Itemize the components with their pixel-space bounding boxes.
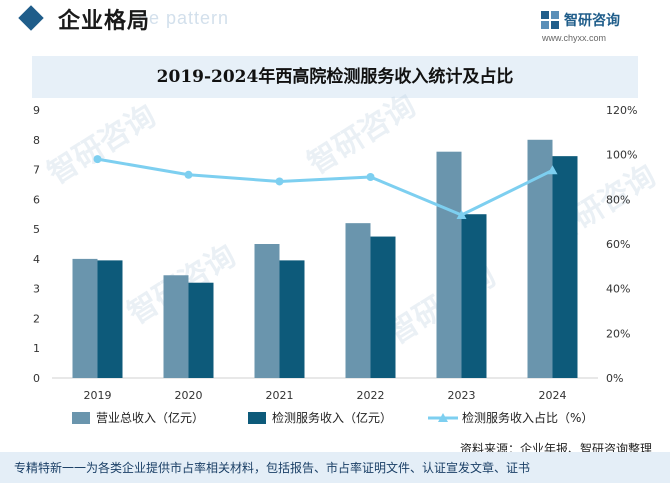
chart-title: 2019-2024年西高院检测服务收入统计及占比 xyxy=(156,67,514,87)
line-testing-share xyxy=(97,157,554,217)
line-point-marker xyxy=(184,170,193,179)
footer-band: 专精特新一一为各类企业提供市占率相关材料，包括报告、市占率证明文件、认证宣发文章… xyxy=(0,452,670,483)
y-left-tick-label: 0 xyxy=(33,372,40,385)
y-left-tick-label: 7 xyxy=(33,164,40,177)
header-background-text: ne pattern xyxy=(138,8,230,28)
y-left-tick-label: 1 xyxy=(33,342,40,355)
y-right-tick-label: 100% xyxy=(606,149,637,162)
legend-label-testing-revenue: 检测服务收入（亿元） xyxy=(272,410,392,425)
bar-testing-revenue xyxy=(552,156,578,378)
bar-total-revenue xyxy=(345,223,371,378)
y-left-tick-label: 6 xyxy=(33,193,40,206)
legend-swatch-total-revenue xyxy=(72,412,90,424)
y-left-tick-label: 5 xyxy=(33,223,40,236)
bar-total-revenue xyxy=(254,244,280,378)
brand-url: www.chyxx.com xyxy=(542,33,607,43)
legend-label-total-revenue: 营业总收入（亿元） xyxy=(96,410,204,425)
y-right-tick-label: 40% xyxy=(606,283,630,296)
line-point-marker xyxy=(456,209,467,219)
y-right-tick-label: 80% xyxy=(606,193,630,206)
legend-label-testing-share: 检测服务收入占比（%） xyxy=(462,410,593,425)
y-left-tick-label: 3 xyxy=(33,283,40,296)
x-tick-label: 2023 xyxy=(448,389,476,402)
x-tick-label: 2021 xyxy=(266,389,294,402)
line-point-marker xyxy=(93,155,102,164)
line-point-marker xyxy=(275,177,284,186)
bar-total-revenue xyxy=(72,258,98,378)
bar-testing-revenue xyxy=(370,236,396,378)
y-right-tick-label: 60% xyxy=(606,238,630,251)
page-header: ne pattern 企业格局 智研咨询 www.chyxx.com xyxy=(0,0,670,50)
bar-testing-revenue xyxy=(97,260,123,378)
y-right-tick-label: 0% xyxy=(606,372,623,385)
bar-total-revenue xyxy=(436,151,462,378)
y-right-tick-label: 20% xyxy=(606,327,630,340)
y-left-tick-label: 4 xyxy=(33,253,40,266)
legend-marker-testing-share xyxy=(438,413,448,422)
brand-name: 智研咨询 xyxy=(564,13,620,29)
line-point-marker xyxy=(366,173,375,181)
chart-title-band: 2019-2024年西高院检测服务收入统计及占比 xyxy=(32,56,638,98)
x-tick-label: 2024 xyxy=(539,389,567,402)
y-left-tick-label: 8 xyxy=(33,134,40,147)
y-right-tick-label: 120% xyxy=(606,104,637,117)
bar-total-revenue xyxy=(163,275,189,378)
footer-text: 专精特新一一为各类企业提供市占率相关材料，包括报告、市占率证明文件、认证宣发文章… xyxy=(14,461,531,475)
bar-testing-revenue xyxy=(461,214,487,378)
x-tick-label: 2022 xyxy=(357,389,385,402)
line-point-marker xyxy=(547,165,558,175)
x-tick-label: 2019 xyxy=(84,389,112,402)
legend-swatch-testing-revenue xyxy=(248,412,266,424)
bar-testing-revenue xyxy=(279,260,305,378)
page-title: 企业格局 xyxy=(58,9,151,34)
bar-testing-revenue xyxy=(188,282,214,378)
x-tick-label: 2020 xyxy=(175,389,203,402)
brand-logo-icon xyxy=(541,11,559,29)
y-left-tick-label: 2 xyxy=(33,312,40,325)
y-left-tick-label: 9 xyxy=(33,104,40,117)
brand-logo-block: 智研咨询 www.chyxx.com xyxy=(540,6,650,46)
